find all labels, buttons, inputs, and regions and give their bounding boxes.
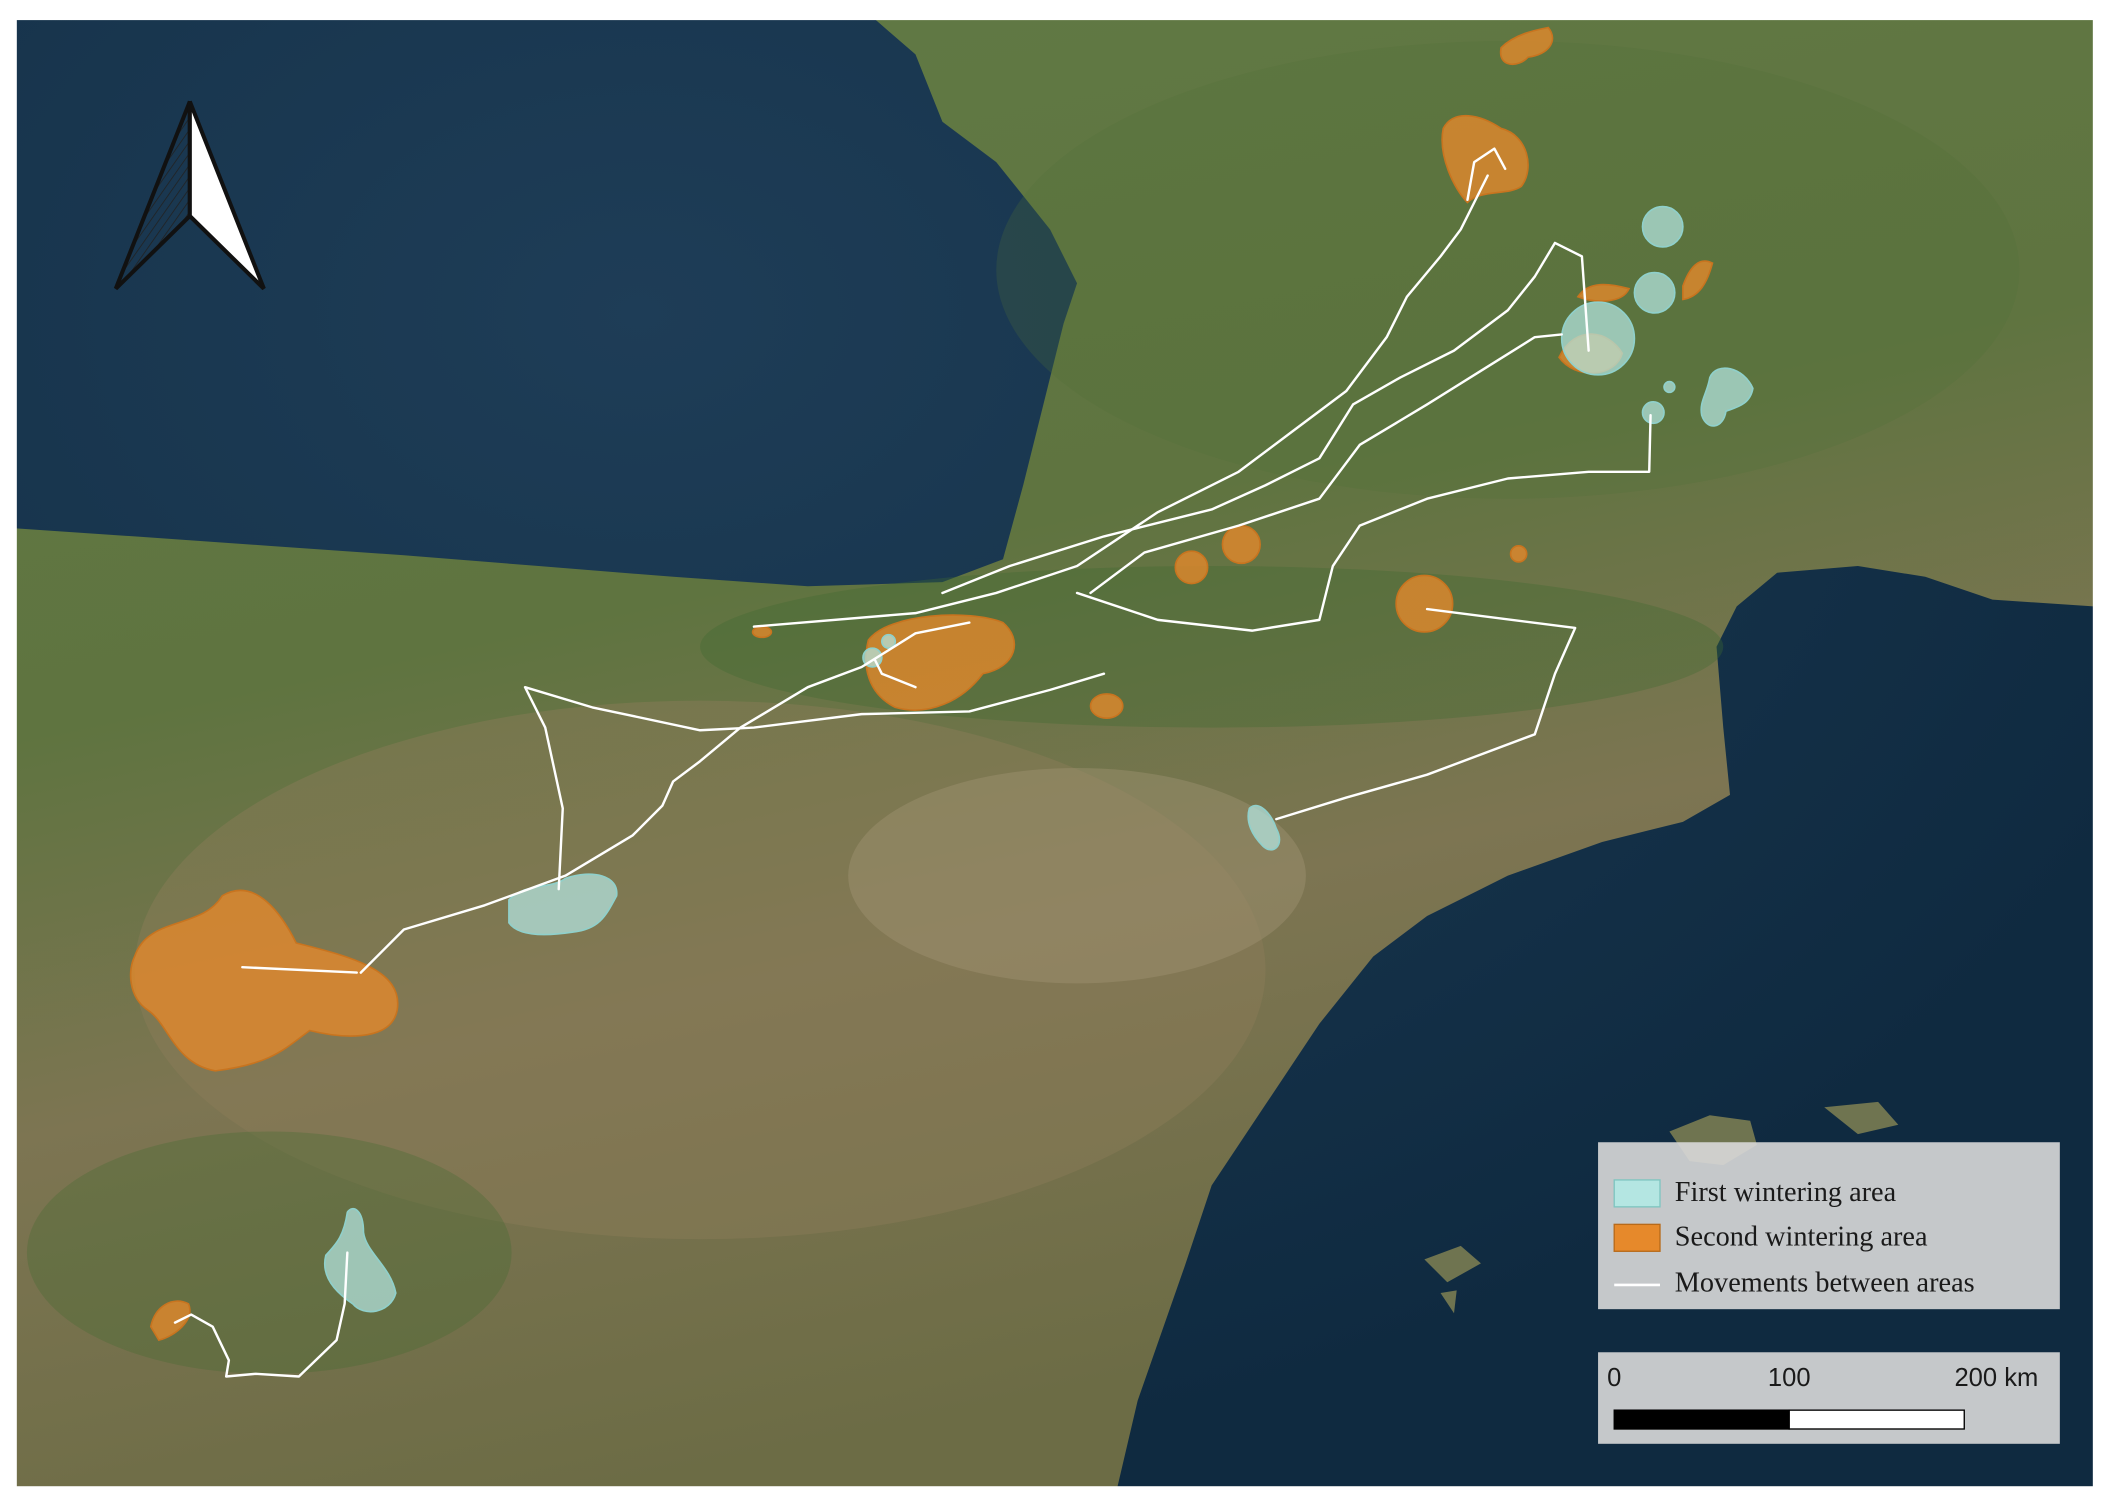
scale-bar: 0 100 200 km bbox=[1598, 1352, 2060, 1444]
second-area bbox=[1441, 114, 1529, 204]
scale-label: 0 bbox=[1607, 1364, 1621, 1392]
map-frame bbox=[15, 18, 2095, 1488]
second-area bbox=[1395, 574, 1454, 633]
first-area bbox=[1641, 400, 1665, 425]
second-area bbox=[751, 625, 773, 639]
first-area bbox=[881, 633, 897, 649]
movement-track bbox=[1275, 607, 1577, 821]
second-area bbox=[1682, 260, 1714, 301]
scale-segment bbox=[1613, 1409, 1790, 1430]
first-area bbox=[508, 873, 618, 936]
scale-label: 200 km bbox=[1954, 1364, 2038, 1392]
movement-track bbox=[1075, 414, 1652, 632]
movement-track bbox=[1089, 333, 1563, 595]
legend-box bbox=[1598, 1142, 2060, 1310]
movement-track bbox=[523, 672, 1106, 891]
map-body bbox=[16, 19, 2094, 1487]
north-arrow bbox=[113, 100, 266, 291]
legend: First wintering area Second wintering ar… bbox=[1598, 1142, 2060, 1310]
movement-track bbox=[1466, 147, 1507, 202]
scale-label: 100 bbox=[1768, 1364, 1811, 1392]
legend-swatch bbox=[1613, 1179, 1661, 1208]
second-area bbox=[1509, 545, 1528, 563]
first-area bbox=[1641, 205, 1684, 248]
movement-track bbox=[873, 659, 917, 689]
second-area bbox=[129, 889, 399, 1072]
second-area bbox=[1221, 524, 1261, 565]
pyrenees-shade bbox=[700, 566, 1724, 728]
second-area bbox=[865, 614, 1016, 711]
island bbox=[1424, 1245, 1481, 1283]
second-area bbox=[1576, 283, 1631, 302]
first-area bbox=[323, 1207, 397, 1313]
second-area bbox=[1174, 550, 1209, 585]
france-shade bbox=[996, 40, 2020, 499]
legend-label: First wintering area bbox=[1675, 1177, 1897, 1208]
valley-shade bbox=[848, 767, 1306, 984]
first-area bbox=[1247, 804, 1281, 851]
scale-segment bbox=[1788, 1409, 1965, 1430]
south-shade bbox=[26, 1131, 512, 1374]
second-area bbox=[149, 1300, 191, 1342]
island bbox=[1824, 1101, 1899, 1135]
legend-label: Second wintering area bbox=[1675, 1222, 1928, 1253]
north-arrow-right bbox=[187, 100, 266, 291]
second-area bbox=[1499, 26, 1554, 65]
land bbox=[16, 19, 2094, 1487]
first-area bbox=[1700, 367, 1754, 427]
second-area bbox=[1089, 693, 1124, 719]
movement-track bbox=[359, 621, 971, 974]
legend-swatch bbox=[1613, 1223, 1661, 1252]
movement-track bbox=[241, 966, 358, 974]
movement-track bbox=[173, 1251, 349, 1378]
legend-label: Movements between areas bbox=[1675, 1267, 1975, 1298]
plateau-shade bbox=[134, 700, 1266, 1240]
island bbox=[1440, 1290, 1457, 1314]
first-area bbox=[1663, 380, 1676, 394]
movement-track bbox=[941, 241, 1590, 595]
first-area bbox=[1633, 271, 1676, 314]
movement-track bbox=[752, 174, 1489, 628]
first-area bbox=[1560, 301, 1636, 376]
